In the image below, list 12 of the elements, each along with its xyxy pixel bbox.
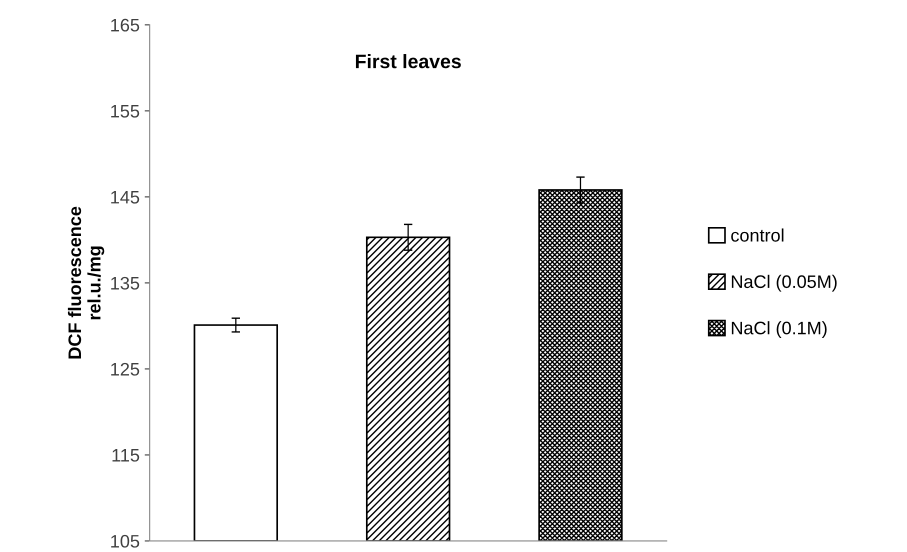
legend-label: NaCl (0.1M) — [732, 321, 827, 338]
y-tick-label: 125 — [111, 362, 140, 376]
y-tick-label: 135 — [111, 276, 140, 290]
y-tick-label: 105 — [111, 534, 140, 548]
y-tick-label: 145 — [111, 191, 140, 204]
legend-label: control — [731, 228, 784, 242]
legend-label: NaCl (0.05M) — [732, 274, 837, 292]
y-tick-label: 115 — [112, 449, 140, 462]
y-tick-label: 155 — [111, 104, 140, 118]
y-tick-label: 165 — [111, 18, 140, 32]
text: First leaves — [356, 54, 461, 68]
y-axis-title: DCF fluorescence rel.u./mg — [68, 206, 104, 358]
